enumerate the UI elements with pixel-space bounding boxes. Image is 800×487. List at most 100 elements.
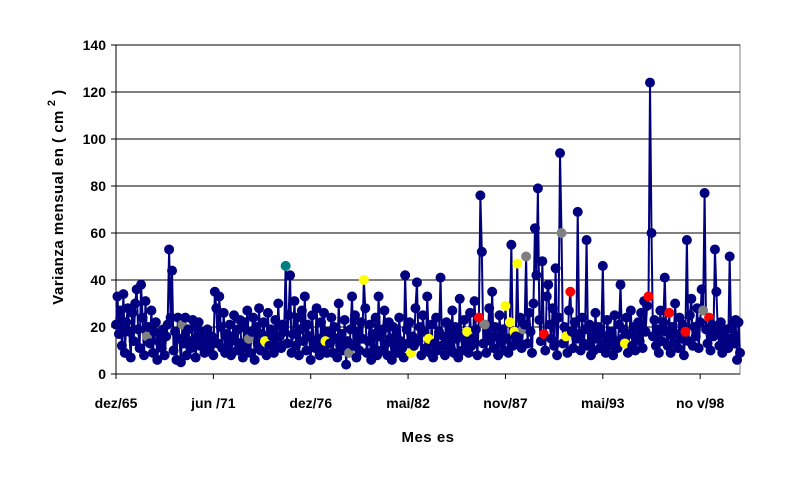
data-point xyxy=(581,235,592,246)
data-point xyxy=(550,263,561,274)
data-point xyxy=(467,333,478,344)
data-point xyxy=(547,303,558,314)
data-point xyxy=(283,310,294,321)
data-point xyxy=(364,319,375,330)
data-point xyxy=(208,350,219,361)
highlight-point xyxy=(358,275,369,285)
x-axis-ticks: dez/65 jun /71 dez/76 mai/82 nov/87 mai/93 no … xyxy=(95,374,725,411)
data-point xyxy=(186,343,197,354)
data-point xyxy=(465,307,476,318)
data-point xyxy=(360,303,371,314)
data-point xyxy=(612,343,623,354)
data-point xyxy=(295,324,306,335)
data-point xyxy=(549,340,560,351)
data-point xyxy=(218,307,229,318)
y-axis-ticks: 0 20 40 60 80 100 120 140 xyxy=(83,37,116,382)
data-point xyxy=(709,244,720,255)
data-point xyxy=(733,317,744,328)
data-point xyxy=(529,223,540,234)
data-point xyxy=(248,312,259,323)
y-axis-title-superscript: 2 xyxy=(46,99,58,106)
data-point xyxy=(150,317,161,328)
data-point xyxy=(422,291,433,302)
data-point xyxy=(665,347,676,358)
data-point xyxy=(695,317,706,328)
data-point xyxy=(332,352,343,363)
data-point xyxy=(459,314,470,325)
data-point xyxy=(167,265,178,276)
data-point xyxy=(316,317,327,328)
data-point xyxy=(642,300,653,311)
data-point xyxy=(290,340,301,351)
highlight-point xyxy=(538,329,549,340)
data-point xyxy=(653,347,664,358)
data-point xyxy=(484,303,495,314)
x-tick-label: mai/93 xyxy=(581,395,625,411)
data-point xyxy=(302,319,313,330)
data-point xyxy=(524,307,535,318)
highlight-point xyxy=(473,312,484,323)
data-point xyxy=(136,279,147,290)
data-point xyxy=(378,324,389,335)
data-point xyxy=(175,357,186,368)
data-point xyxy=(519,319,530,330)
data-point xyxy=(293,350,304,361)
data-point xyxy=(233,324,244,335)
data-point xyxy=(311,303,322,314)
data-point xyxy=(670,298,681,309)
highlight-point xyxy=(680,326,691,337)
data-point xyxy=(435,272,446,283)
data-point xyxy=(410,303,421,314)
data-point xyxy=(481,347,492,358)
data-point xyxy=(528,298,539,309)
data-point xyxy=(152,354,163,365)
data-point xyxy=(506,239,517,250)
data-point xyxy=(128,336,139,347)
data-point xyxy=(646,228,657,238)
x-tick-label: dez/65 xyxy=(95,395,138,411)
data-point xyxy=(137,312,148,323)
data-point xyxy=(165,312,176,323)
x-tick-label: mai/82 xyxy=(386,395,430,411)
y-tick-label: 120 xyxy=(83,84,107,100)
data-point xyxy=(649,314,660,325)
highlight-point xyxy=(462,326,473,337)
highlight-point xyxy=(504,317,515,328)
data-point xyxy=(168,345,179,356)
data-point xyxy=(705,345,716,356)
data-point xyxy=(285,270,296,281)
data-point xyxy=(341,359,352,370)
data-point xyxy=(242,305,253,316)
data-point xyxy=(544,319,555,330)
data-point xyxy=(111,319,121,330)
data-point xyxy=(130,298,141,309)
data-point xyxy=(590,307,601,318)
data-point xyxy=(681,235,692,246)
data-point xyxy=(118,289,129,300)
data-point xyxy=(577,312,588,323)
data-point xyxy=(273,298,284,309)
data-point xyxy=(296,305,307,316)
highlight-point xyxy=(664,307,675,318)
data-point xyxy=(161,331,172,342)
data-point xyxy=(282,338,293,349)
y-tick-label: 80 xyxy=(90,178,106,194)
data-point xyxy=(127,307,138,318)
data-point xyxy=(469,296,480,307)
data-point xyxy=(552,350,563,361)
data-point xyxy=(559,322,570,332)
data-point xyxy=(379,305,390,316)
data-point xyxy=(124,326,135,337)
data-point xyxy=(125,352,136,363)
data-point xyxy=(633,317,644,328)
data-point xyxy=(527,347,537,358)
data-point xyxy=(404,317,415,328)
data-point xyxy=(711,286,722,297)
data-point xyxy=(159,350,170,361)
data-point xyxy=(319,307,329,318)
data-point xyxy=(439,350,450,361)
highlight-point xyxy=(512,258,523,269)
data-point xyxy=(597,260,608,271)
data-point xyxy=(214,291,225,302)
